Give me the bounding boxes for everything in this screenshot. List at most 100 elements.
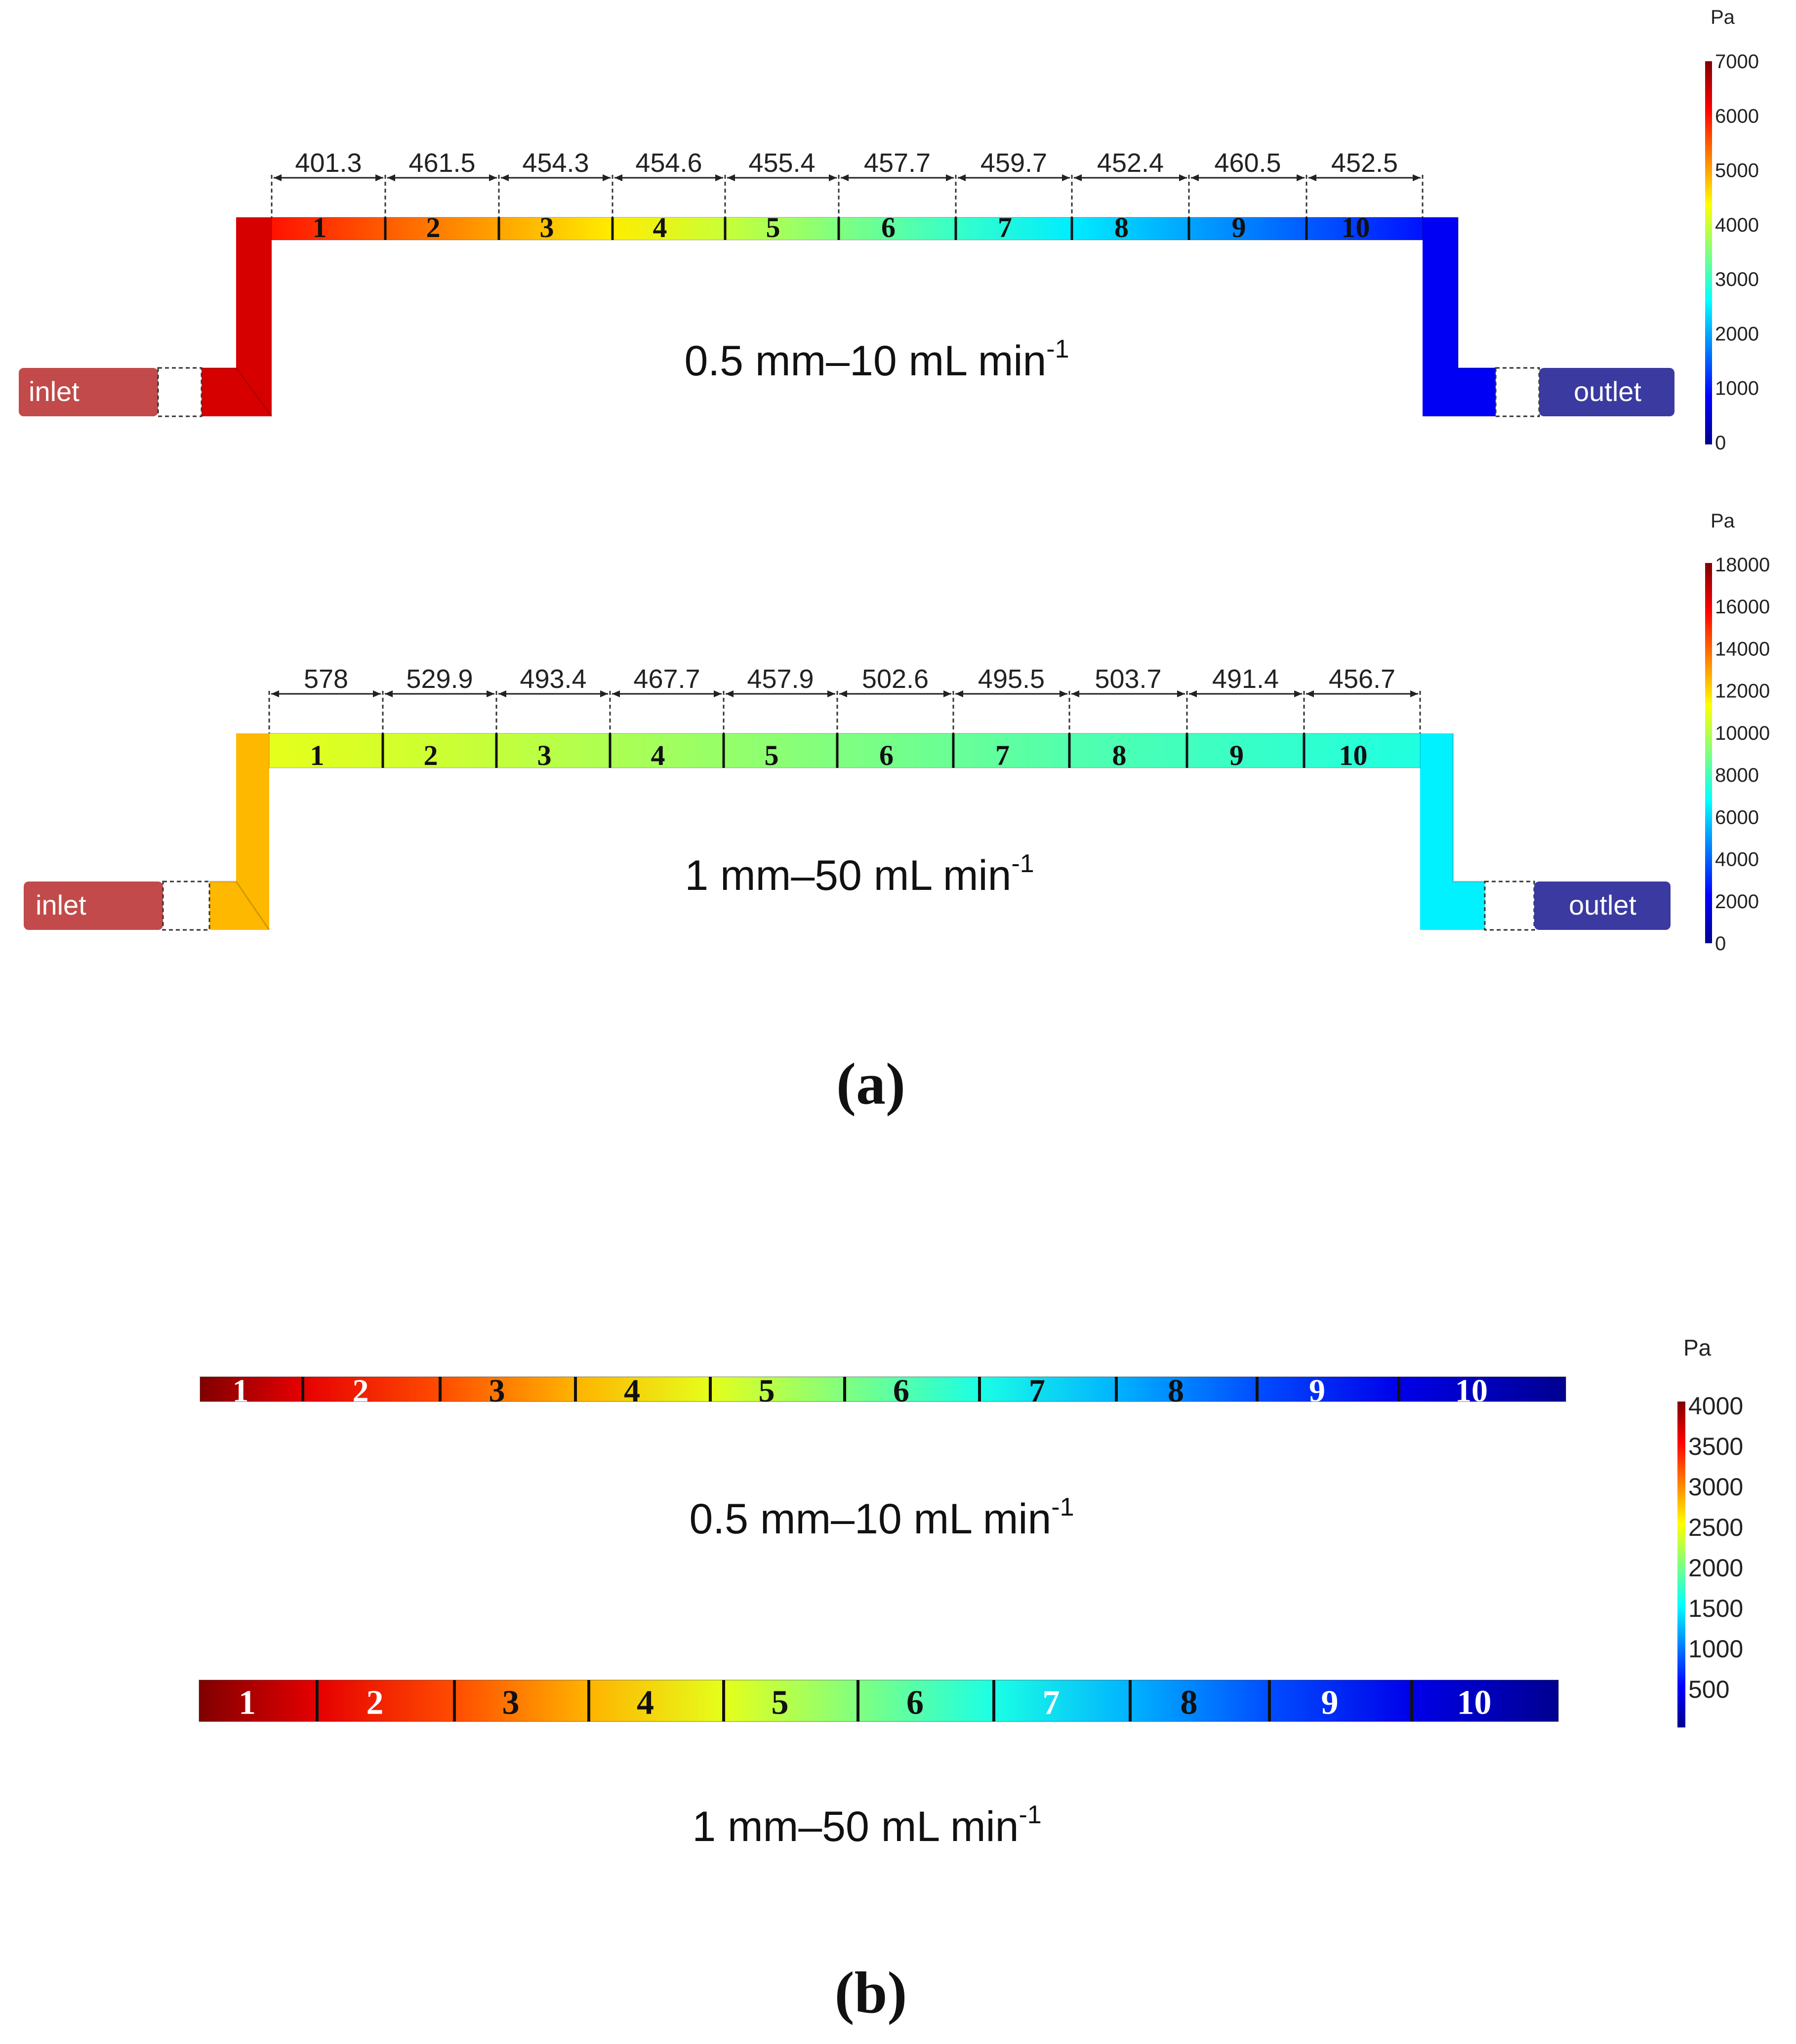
inlet-connector [162,881,210,931]
colorbar-scale [1705,563,1712,943]
caption-superscript: -1 [1019,1801,1041,1829]
panel-a-top: 401.3 461.5 454.3 454.6 455.4 457.7 459.7 452.4… [19,6,1759,454]
colorbar-unit: Pa [1683,1335,1712,1361]
colorbar-tick-label: 2000 [1715,323,1759,345]
segment-number: 3 [502,1684,520,1722]
pressure-drop-label: 455.4 [748,148,815,178]
dimension-arrow [489,174,497,181]
segment-number: 8 [1114,211,1129,243]
segment-number: 8 [1181,1684,1198,1722]
dimension-arrow [603,174,611,181]
segment-number: 6 [893,1373,909,1409]
pressure-drop-label: 454.3 [522,148,589,178]
outlet-connector [1495,367,1540,417]
dimension-arrow [1179,174,1187,181]
colorbar-tick-label: 1000 [1715,378,1759,400]
dimension-arrow [1308,174,1316,181]
dimension-arrow [1074,174,1082,181]
dimension-arrow [955,690,963,697]
pressure-drop-label: 401.3 [295,148,362,178]
segment-number: 8 [1112,739,1127,771]
channel-segment [317,1680,454,1722]
colorbar-tick-label: 8000 [1715,764,1759,786]
segment-number: 6 [879,739,894,771]
colorbar-tick-label: 10000 [1715,722,1770,744]
segment-number: 1 [313,211,327,243]
segment-number: 1 [310,739,325,771]
panel-a-label: (a) [836,1051,905,1117]
channel-segment [1257,1377,1399,1402]
segment-number: 9 [1232,211,1246,243]
caption-main: 1 mm–50 mL min [692,1803,1019,1850]
caption-main: 0.5 mm–10 mL min [689,1495,1051,1543]
dimension-arrow [487,690,494,697]
colorbar-tick-label: 4000 [1715,849,1759,871]
channel-segment [303,1377,440,1402]
pressure-drop-label: 456.7 [1329,664,1395,694]
channel-b-bottom: 1 2 3 4 5 6 7 8 9 10 [199,1680,1559,1722]
pressure-drop-label: 452.4 [1097,148,1164,178]
caption-main: 0.5 mm–10 mL min [684,337,1046,385]
segment-number: 9 [1321,1684,1339,1722]
channel-segment [858,1680,994,1722]
segment-number: 2 [426,211,441,243]
outlet-bend-edge [1452,733,1485,882]
dimension-arrow [1294,690,1302,697]
channel-segment [383,733,496,768]
colorbar-scale [1677,1402,1685,1727]
caption-main: 1 mm–50 mL min [685,852,1011,899]
dimension-arrow [1413,174,1421,181]
colorbar-tick-label: 4000 [1715,214,1759,236]
colorbar-tick-label: 4000 [1688,1392,1743,1420]
outlet-connector [1484,881,1535,931]
channel-segment [710,1377,845,1402]
channel-segment [1304,733,1420,768]
colorbar-a-bottom: Pa 18000 16000 14000 12000 10000 8000 6000 4000… [1705,510,1770,955]
colorbar-a-top: Pa 7000 6000 5000 4000 3000 2000 1000 0 [1705,6,1759,454]
colorbar-tick-label: 14000 [1715,638,1770,660]
pressure-drop-label: 578 [304,664,348,694]
segment-number: 10 [1455,1373,1488,1409]
channel-segment [845,1377,980,1402]
segment-number: 2 [353,1373,369,1409]
outlet-label: outlet [1574,376,1641,407]
channel-a-bottom: 1 2 3 4 5 6 7 8 9 10 [209,733,1485,930]
dimension-arrow [1071,690,1079,697]
dimension-arrow [600,690,608,697]
caption-superscript: -1 [1051,1493,1074,1522]
dimension-arrow [839,690,847,697]
segment-number: 10 [1339,739,1368,771]
dimension-arrow [943,690,951,697]
colorbar-tick-label: 18000 [1715,554,1770,576]
channel-segment [1072,217,1189,240]
dimension-arrow [501,174,509,181]
colorbar-ticks: 18000 16000 14000 12000 10000 8000 6000 4000 200… [1715,554,1770,955]
colorbar-tick-label: 5000 [1715,160,1759,182]
inlet-tube [24,882,163,930]
segment-number: 5 [772,1684,789,1722]
pressure-drop-dimensions-a-top: 401.3 461.5 454.3 454.6 455.4 457.7 459.7 452.4… [271,148,1424,217]
dimension-arrow [1062,174,1070,181]
channel-segment [1116,1377,1257,1402]
panel-b-label: (b) [835,1960,907,2025]
segment-number: 4 [624,1373,640,1409]
pressure-drop-label: 452.5 [1331,148,1398,178]
dimension-arrow [1060,690,1067,697]
channel-segment [953,733,1069,768]
segment-number: 8 [1168,1373,1184,1409]
segment-number: 6 [906,1684,924,1722]
caption-superscript: -1 [1046,335,1069,363]
colorbar-tick-label: 16000 [1715,596,1770,618]
colorbar-tick-label: 6000 [1715,105,1759,127]
segment-number: 7 [995,739,1010,771]
segment-number: 3 [537,739,552,771]
colorbar-tick-label: 0 [1715,432,1726,454]
channel-segment [575,1377,710,1402]
pressure-drop-label: 495.5 [978,664,1045,694]
channel-segment [980,1377,1116,1402]
colorbar-tick-label: 500 [1688,1676,1729,1703]
condition-caption: 0.5 mm–10 mL min-1 [684,335,1069,385]
channel-segment [837,733,953,768]
